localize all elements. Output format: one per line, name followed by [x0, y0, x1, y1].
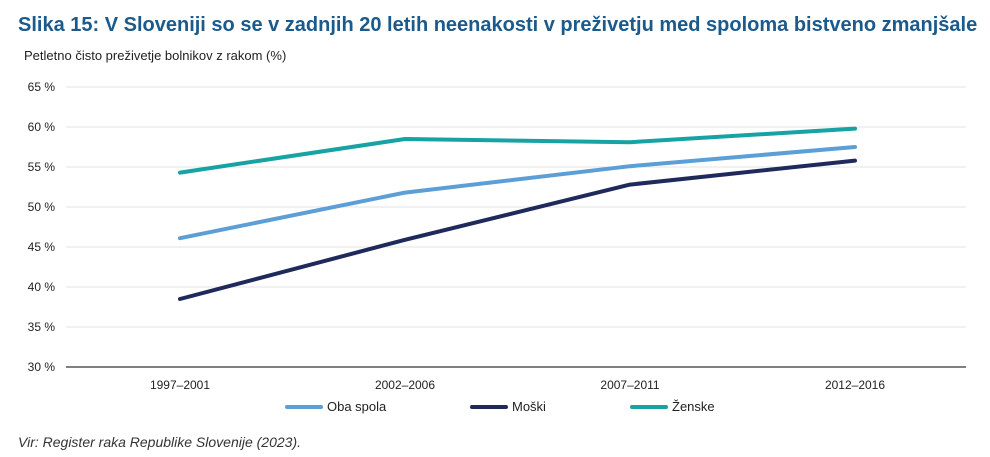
legend-label: Oba spola: [327, 399, 387, 414]
series-line-moški: [178, 158, 857, 301]
chart-subtitle: Petletno čisto preživetje bolnikov z rak…: [24, 48, 287, 63]
y-tick-label: 40 %: [28, 280, 56, 294]
legend-label: Moški: [512, 399, 546, 414]
source-note: Vir: Register raka Republike Slovenije (…: [18, 434, 301, 450]
line-chart: 30 % 35 % 40 % 45 % 50 % 55 % 60 % 65 % 1997–20…: [28, 80, 966, 392]
y-tick-label: 60 %: [28, 120, 56, 134]
series-line-oba-spola: [178, 145, 857, 241]
legend-swatch: [630, 404, 668, 409]
x-tick-label: 1997–2001: [150, 378, 210, 392]
series-lines: [178, 126, 857, 301]
series-line-ženske: [178, 126, 857, 175]
legend-item: Ženske: [630, 399, 715, 414]
y-tick-label: 45 %: [28, 240, 56, 254]
y-tick-label: 65 %: [28, 80, 56, 94]
y-tick-labels: 30 % 35 % 40 % 45 % 50 % 55 % 60 % 65 %: [28, 80, 56, 374]
x-tick-label: 2002–2006: [375, 378, 435, 392]
legend-swatch: [285, 404, 323, 409]
y-tick-label: 55 %: [28, 160, 56, 174]
chart-legend: Oba spola Moški Ženske: [0, 399, 990, 421]
legend-label: Ženske: [672, 399, 715, 414]
legend-swatch: [470, 404, 508, 409]
x-tick-label: 2012–2016: [825, 378, 885, 392]
y-tick-label: 30 %: [28, 360, 56, 374]
x-tick-labels: 1997–2001 2002–2006 2007–2011 2012–2016: [150, 378, 885, 392]
x-tick-label: 2007–2011: [600, 378, 660, 392]
chart-title: Slika 15: V Sloveniji so se v zadnjih 20…: [18, 14, 978, 36]
legend-item: Moški: [470, 399, 546, 414]
legend-item: Oba spola: [285, 399, 386, 414]
y-tick-label: 35 %: [28, 320, 56, 334]
y-tick-label: 50 %: [28, 200, 56, 214]
